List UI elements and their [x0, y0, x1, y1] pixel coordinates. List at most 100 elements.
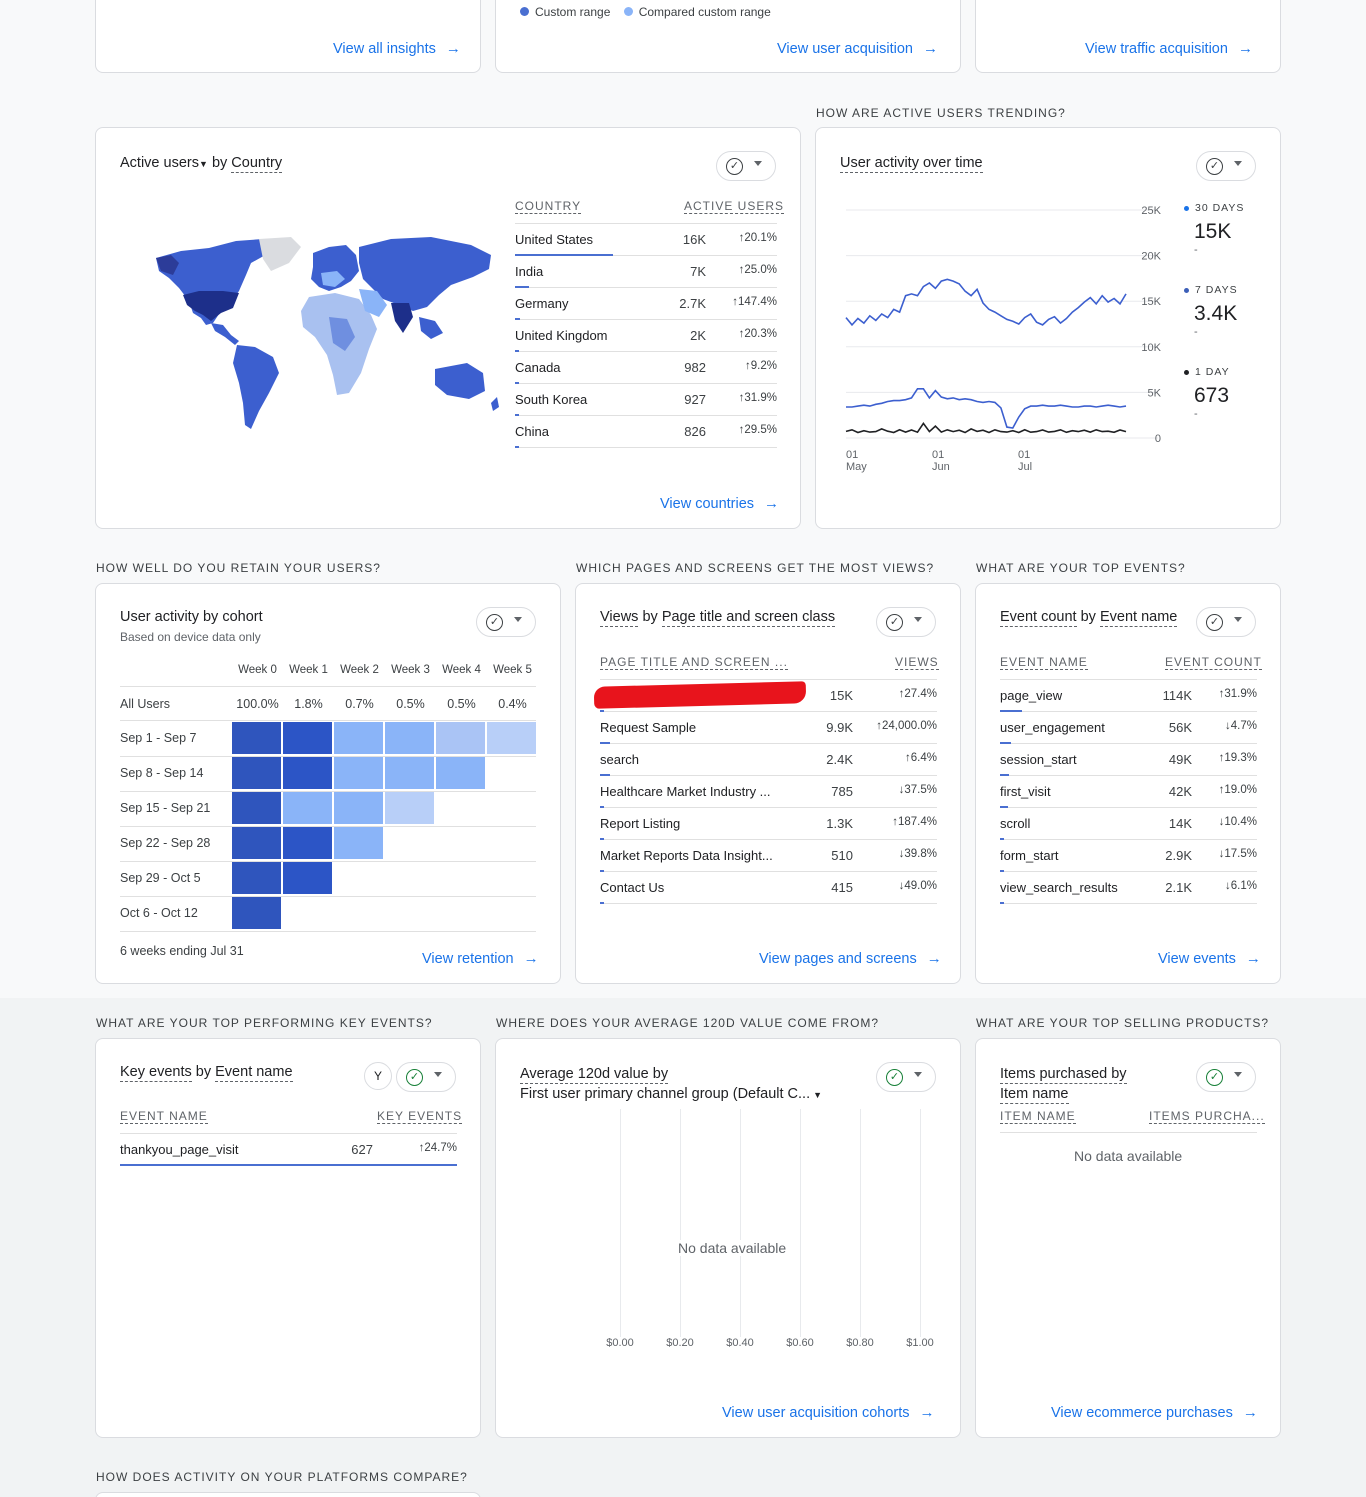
- table-row[interactable]: Market Reports Data Insight... 510 ↓39.8%: [600, 840, 937, 872]
- view-pages-link[interactable]: View pages and screens →: [759, 950, 942, 967]
- series-line-30-days[interactable]: [845, 278, 1127, 327]
- filter-button[interactable]: Y: [364, 1062, 392, 1090]
- table-row[interactable]: China 826 ↑29.5%: [515, 416, 777, 448]
- map-greenland: [259, 237, 301, 271]
- table-row[interactable]: scroll 14K ↓10.4%: [1000, 808, 1257, 840]
- card-options-button[interactable]: ✓: [876, 607, 936, 637]
- page-title-column-header[interactable]: PAGE TITLE AND SCREEN ...: [600, 655, 788, 670]
- cohort-cell[interactable]: [283, 757, 332, 789]
- card-options-button[interactable]: ✓: [476, 607, 536, 637]
- metric-selector[interactable]: Active users: [120, 155, 199, 171]
- key-events-card: Key events by Event name Y ✓ EVENT NAME …: [95, 1038, 481, 1438]
- table-row[interactable]: Contact Us 415 ↓49.0%: [600, 872, 937, 904]
- cohort-cell[interactable]: [436, 722, 485, 754]
- view-countries-link[interactable]: View countries →: [660, 495, 779, 512]
- table-row[interactable]: thankyou_page_visit 627 ↑24.7%: [120, 1134, 457, 1166]
- table-row[interactable]: view_search_results 2.1K ↓6.1%: [1000, 872, 1257, 904]
- cohort-cell[interactable]: [385, 792, 434, 824]
- table-row[interactable]: Canada 982 ↑9.2%: [515, 352, 777, 384]
- country-card: Active users▼ by Country ✓ COUNTRY ACTIV…: [95, 127, 801, 529]
- dimension-selector[interactable]: First user primary channel group (Defaul…: [520, 1086, 811, 1102]
- view-events-link[interactable]: View events →: [1158, 950, 1261, 967]
- cohort-cell[interactable]: [385, 722, 434, 754]
- active-users-column-header[interactable]: ACTIVE USERS: [684, 199, 785, 214]
- cohort-cell[interactable]: [334, 757, 383, 789]
- cohort-cell[interactable]: [232, 757, 281, 789]
- item-name-column-header[interactable]: ITEM NAME: [1000, 1109, 1076, 1124]
- table-row[interactable]: Germany 2.7K ↑147.4%: [515, 288, 777, 320]
- view-user-acquisition-link[interactable]: View user acquisition →: [777, 40, 938, 57]
- dropdown-arrow-icon[interactable]: ▼: [198, 159, 208, 169]
- table-row[interactable]: Request Sample 9.9K ↑24,000.0%: [600, 712, 937, 744]
- cohort-cell[interactable]: [232, 897, 281, 929]
- view-traffic-acquisition-link[interactable]: View traffic acquisition →: [1085, 40, 1253, 57]
- table-row[interactable]: session_start 49K ↑19.3%: [1000, 744, 1257, 776]
- row-value: 927: [684, 392, 706, 407]
- card-options-button[interactable]: ✓: [876, 1062, 936, 1092]
- table-row[interactable]: India 7K ↑25.0%: [515, 256, 777, 288]
- view-all-insights-link[interactable]: View all insights →: [333, 40, 461, 57]
- table-row[interactable]: form_start 2.9K ↓17.5%: [1000, 840, 1257, 872]
- card-options-button[interactable]: ✓: [1196, 607, 1256, 637]
- key-events-column-header[interactable]: KEY EVENTS: [377, 1109, 463, 1124]
- table-row[interactable]: search 2.4K ↑6.4%: [600, 744, 937, 776]
- event-name-column-header[interactable]: EVENT NAME: [1000, 655, 1088, 670]
- view-retention-link[interactable]: View retention →: [422, 950, 539, 967]
- cohort-cell[interactable]: [436, 757, 485, 789]
- row-name: Canada: [515, 360, 561, 375]
- cohort-cell[interactable]: [283, 827, 332, 859]
- country-column-header[interactable]: COUNTRY: [515, 199, 582, 214]
- row-change: ↑29.5%: [738, 424, 777, 436]
- cohort-cell[interactable]: [283, 862, 332, 894]
- event-count-column-header[interactable]: EVENT COUNT: [1165, 655, 1262, 670]
- x-tick-label: May: [846, 461, 867, 473]
- views-column-header[interactable]: VIEWS: [895, 655, 939, 670]
- cohort-title: User activity by cohort: [120, 609, 263, 625]
- cohort-cell[interactable]: [487, 722, 536, 754]
- table-row[interactable]: Report Listing 1.3K ↑187.4%: [600, 808, 937, 840]
- card-options-button[interactable]: ✓: [396, 1062, 456, 1092]
- series-line-1-day[interactable]: [845, 422, 1127, 434]
- table-row[interactable]: Healthcare Market Industry ... 785 ↓37.5%: [600, 776, 937, 808]
- all-users-value: 1.8%: [294, 697, 323, 711]
- table-row[interactable]: 15K ↑27.4%: [600, 680, 937, 712]
- table-row[interactable]: first_visit 42K ↑19.0%: [1000, 776, 1257, 808]
- week-header: Week 5: [493, 664, 532, 676]
- row-change: ↑31.9%: [738, 392, 777, 404]
- cohort-cell[interactable]: [334, 827, 383, 859]
- view-acquisition-cohorts-link[interactable]: View user acquisition cohorts →: [722, 1404, 935, 1421]
- arrow-right-icon: →: [1242, 1404, 1258, 1421]
- card-options-button[interactable]: ✓: [716, 151, 776, 181]
- arrow-right-icon: →: [523, 950, 539, 967]
- row-value: 2K: [690, 328, 706, 343]
- cohort-cell[interactable]: [232, 792, 281, 824]
- event-name-column-header[interactable]: EVENT NAME: [120, 1109, 208, 1124]
- dropdown-arrow-icon[interactable]: ▼: [813, 1090, 823, 1100]
- cohort-cell[interactable]: [385, 757, 434, 789]
- items-purchased-column-header[interactable]: ITEMS PURCHA...: [1149, 1109, 1265, 1124]
- cohort-cell[interactable]: [232, 827, 281, 859]
- table-row[interactable]: United Kingdom 2K ↑20.3%: [515, 320, 777, 352]
- card-options-button[interactable]: ✓: [1196, 1062, 1256, 1092]
- value-card-title: Average 120d value by First user primary…: [520, 1064, 822, 1105]
- chevron-down-icon: [914, 617, 922, 622]
- view-ecommerce-link[interactable]: View ecommerce purchases →: [1051, 1404, 1258, 1421]
- events-table: page_view 114K ↑31.9% user_engagement 56K ↓4.…: [1000, 679, 1257, 904]
- table-row[interactable]: user_engagement 56K ↓4.7%: [1000, 712, 1257, 744]
- table-row[interactable]: South Korea 927 ↑31.9%: [515, 384, 777, 416]
- table-row[interactable]: page_view 114K ↑31.9%: [1000, 680, 1257, 712]
- products-card: Items purchased by Item name ✓ ITEM NAME…: [975, 1038, 1281, 1438]
- series-line-7-days[interactable]: [846, 388, 1127, 429]
- cohort-cell[interactable]: [232, 722, 281, 754]
- card-options-button[interactable]: ✓: [1196, 151, 1256, 181]
- row-name: page_view: [1000, 688, 1063, 703]
- cohort-cell[interactable]: [283, 792, 332, 824]
- cohort-cell[interactable]: [283, 722, 332, 754]
- cohort-row-label: Sep 8 - Sep 14: [120, 766, 204, 780]
- cohort-cell[interactable]: [334, 722, 383, 754]
- cohort-cell[interactable]: [334, 792, 383, 824]
- dimension-label: Country: [231, 155, 283, 173]
- cohort-cell[interactable]: [232, 862, 281, 894]
- check-circle-icon: ✓: [486, 614, 503, 631]
- table-row[interactable]: United States 16K ↑20.1%: [515, 224, 777, 256]
